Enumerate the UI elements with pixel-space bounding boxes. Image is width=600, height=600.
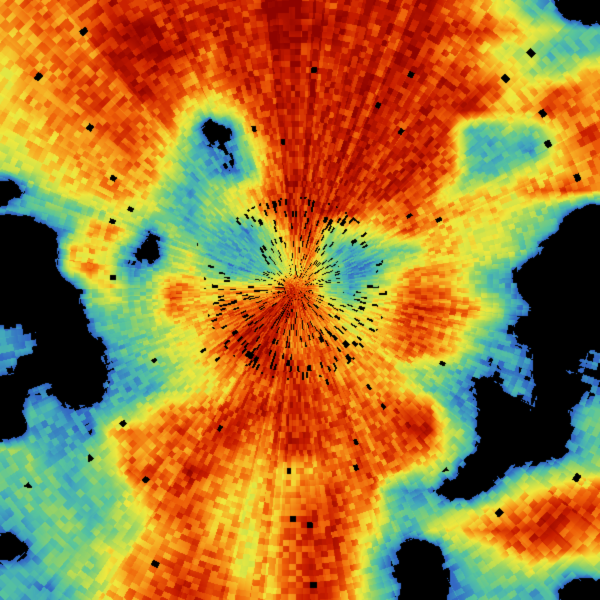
radar-display <box>0 0 600 600</box>
radar-reflectivity-heatmap <box>0 0 600 600</box>
